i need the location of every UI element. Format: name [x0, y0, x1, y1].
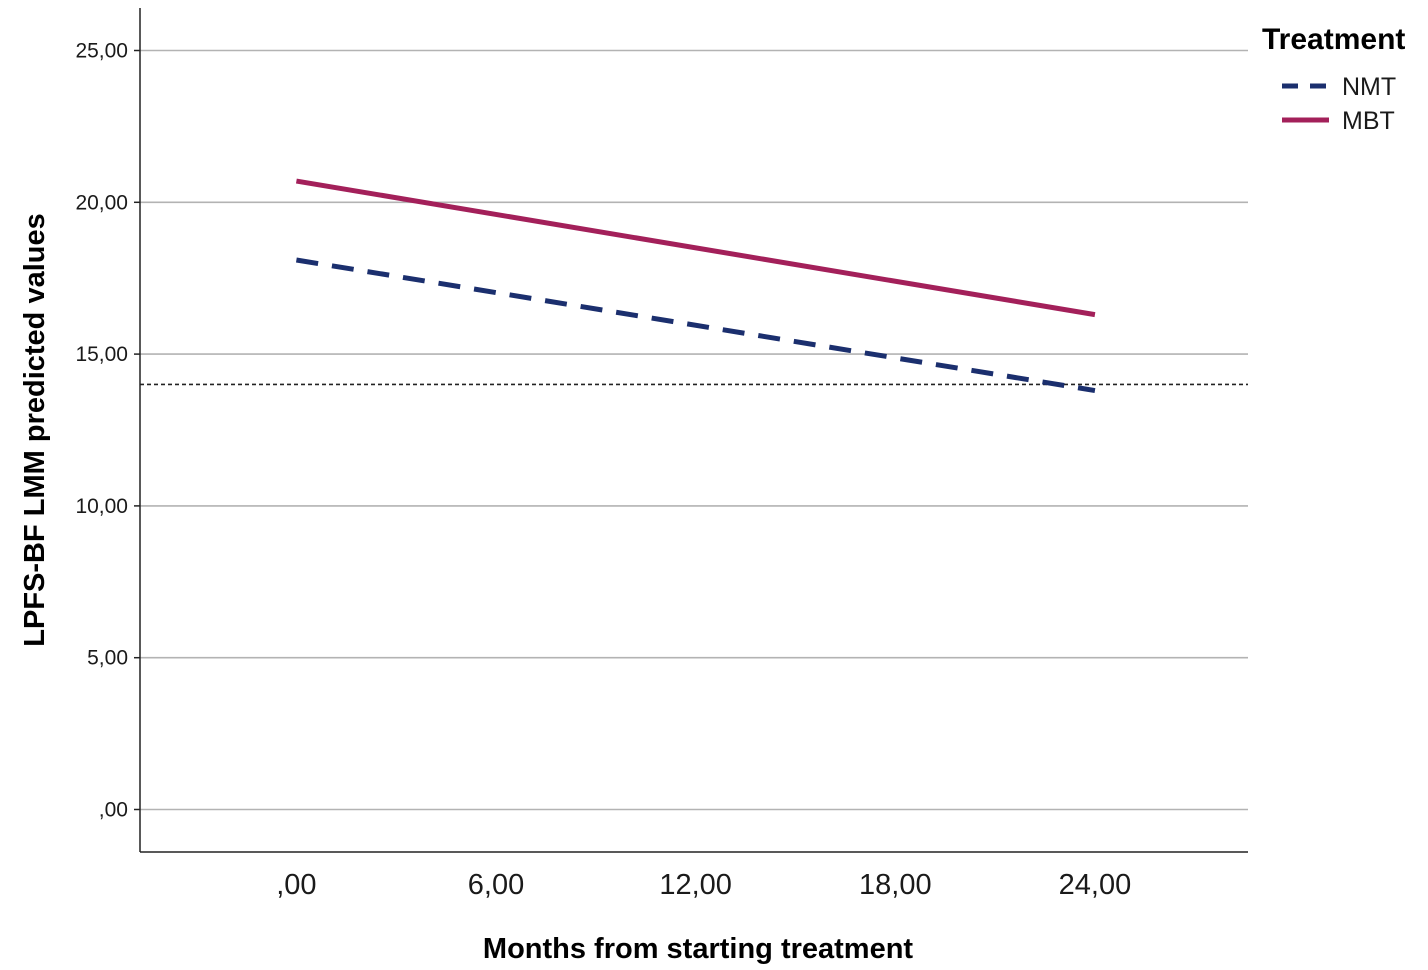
legend-label-nmt: NMT — [1342, 73, 1396, 101]
y-tick-label: 20,00 — [75, 191, 128, 214]
grid-layer — [134, 49, 1248, 811]
y-tick-label: 15,00 — [75, 343, 128, 366]
legend-items: NMT MBT — [1282, 73, 1396, 135]
x-tick-label: 24,00 — [1059, 869, 1132, 901]
x-tick-label: 18,00 — [859, 869, 932, 901]
y-tick-labels: ,00 5,00 10,00 15,00 20,00 25,00 — [75, 40, 128, 822]
legend: Treatment NMT MBT — [1262, 23, 1405, 135]
x-tick-labels: ,00 6,00 12,00 18,00 24,00 — [276, 869, 1131, 901]
series-line-mbt — [295, 178, 1096, 318]
legend-title: Treatment — [1262, 23, 1405, 56]
x-tick-label: 12,00 — [659, 869, 732, 901]
y-axis-title: LPFS-BF LMM predicted values — [19, 213, 51, 646]
x-tick-label: ,00 — [276, 869, 316, 901]
x-axis-title: Months from starting treatment — [483, 933, 914, 965]
y-tick-label: 25,00 — [75, 40, 128, 63]
series-line-nmt — [295, 257, 1096, 393]
series-layer — [295, 178, 1096, 393]
y-tick-label: 10,00 — [75, 495, 128, 518]
y-tick-label: 5,00 — [87, 647, 128, 670]
legend-label-mbt: MBT — [1342, 107, 1395, 135]
x-tick-label: 6,00 — [468, 869, 524, 901]
y-tick-label: ,00 — [99, 798, 128, 821]
